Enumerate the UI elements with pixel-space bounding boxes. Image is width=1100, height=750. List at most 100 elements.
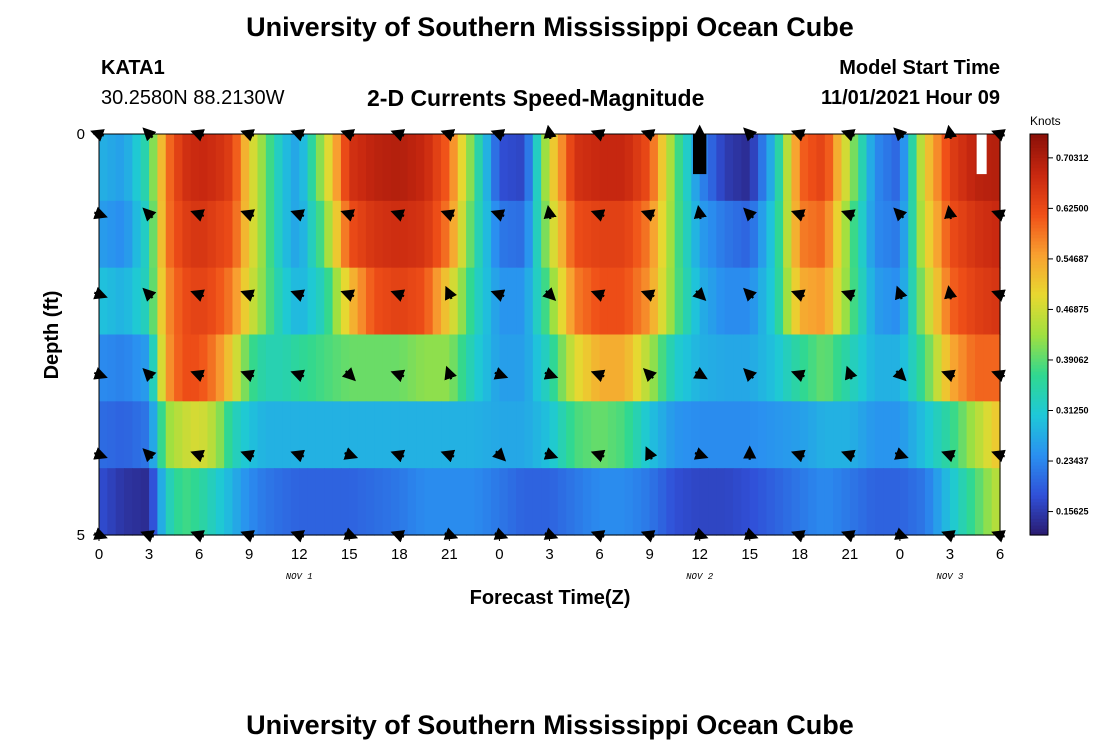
heatmap-cell — [149, 267, 158, 336]
colorbar-swatch — [1030, 170, 1048, 175]
current-vector — [941, 449, 956, 463]
colorbar-swatch — [1030, 254, 1048, 259]
heatmap-cell — [290, 334, 300, 402]
heatmap-cell — [649, 200, 659, 269]
heatmap-cell — [232, 401, 242, 469]
heatmap-cell — [299, 401, 309, 469]
colorbar-swatch — [1030, 134, 1048, 138]
current-vector — [440, 209, 456, 222]
heatmap-cell — [307, 401, 317, 469]
colorbar-swatch — [1030, 284, 1048, 289]
heatmap-cell — [140, 134, 150, 202]
colorbar-swatch — [1030, 414, 1048, 419]
heatmap-cell — [666, 401, 676, 469]
current-vector — [840, 449, 856, 463]
heatmap-cell — [991, 200, 1001, 269]
x-tick-label: 9 — [645, 546, 653, 563]
heatmap-cell — [282, 401, 292, 469]
heatmap-cell — [624, 401, 634, 469]
colorbar-swatch — [1030, 351, 1048, 356]
heatmap-cell — [232, 134, 242, 202]
heatmap-cell — [332, 334, 342, 402]
heatmap-cell — [482, 200, 492, 269]
heatmap-cell — [699, 267, 709, 336]
heatmap-cell — [849, 468, 859, 536]
heatmap-cell — [632, 334, 642, 402]
heatmap-cell — [908, 334, 918, 402]
heatmap-cell — [816, 200, 826, 269]
heatmap-cell — [891, 200, 901, 269]
heatmap-cell — [449, 267, 459, 336]
heatmap-cell — [841, 334, 851, 402]
heatmap-cell — [574, 267, 584, 336]
heatmap-cell — [799, 468, 809, 536]
colorbar-swatch — [1030, 508, 1048, 513]
heatmap-cell — [991, 468, 1001, 536]
heatmap-cell — [741, 267, 751, 336]
page-title: University of Southern Mississippi Ocean… — [246, 12, 854, 42]
heatmap-cell — [599, 267, 609, 336]
heatmap-cell — [549, 134, 559, 202]
heatmap-cell — [499, 134, 509, 202]
heatmap-cell — [566, 468, 576, 536]
heatmap-cell — [916, 468, 926, 536]
heatmap-cell — [708, 468, 717, 536]
heatmap-cell — [524, 334, 534, 402]
heatmap-cell — [324, 267, 334, 336]
heatmap-cell — [624, 468, 634, 536]
current-vector — [390, 369, 406, 383]
current-vector — [941, 369, 956, 383]
heatmap-cell — [474, 200, 484, 269]
heatmap-cell — [140, 267, 150, 336]
heatmap-cell — [507, 134, 517, 202]
colorbar-swatch — [1030, 307, 1048, 312]
heatmap-cell — [374, 200, 384, 269]
heatmap-cell — [257, 468, 267, 536]
heatmap-cell — [516, 401, 526, 469]
heatmap-cell — [841, 134, 851, 202]
heatmap-cell — [257, 334, 267, 402]
heatmap-cell — [874, 468, 884, 536]
heatmap-cell — [724, 334, 734, 402]
heatmap-cell — [407, 200, 417, 269]
heatmap-cell — [749, 267, 759, 336]
heatmap-cell — [874, 401, 884, 469]
colorbar-swatch — [1030, 387, 1048, 392]
heatmap-cell — [749, 200, 759, 269]
heatmap-cell — [290, 468, 300, 536]
heatmap-cell — [491, 401, 501, 469]
x-tick-label: 21 — [841, 546, 858, 563]
heatmap-cell — [290, 401, 300, 469]
heatmap-cell — [791, 334, 801, 402]
current-vector — [894, 285, 908, 301]
colorbar-swatch — [1030, 381, 1048, 386]
current-vector — [743, 287, 758, 302]
heatmap-cell — [991, 267, 1001, 336]
colorbar-swatch — [1030, 474, 1048, 479]
heatmap-cell — [224, 134, 234, 202]
heatmap-cell — [716, 267, 726, 336]
heatmap-cell — [783, 468, 793, 536]
heatmap-cell — [399, 200, 409, 269]
colorbar-tick-label: 0.70312 — [1056, 153, 1089, 163]
colorbar-swatch — [1030, 187, 1048, 192]
heatmap-cell — [332, 134, 342, 202]
heatmap-cell — [115, 468, 125, 536]
heatmap-cell — [357, 200, 367, 269]
heatmap-cell — [791, 468, 801, 536]
colorbar-swatch — [1030, 458, 1048, 463]
current-vector — [190, 369, 205, 383]
heatmap-cell — [741, 334, 751, 402]
heatmap-cell — [99, 334, 108, 402]
heatmap-cell — [399, 401, 409, 469]
heatmap-cell — [649, 267, 659, 336]
heatmap-cell — [599, 200, 609, 269]
heatmap-cell — [783, 267, 793, 336]
colorbar-swatch — [1030, 484, 1048, 489]
heatmap-cell — [274, 334, 284, 402]
heatmap-cell — [991, 134, 1001, 202]
heatmap-cell — [149, 401, 158, 469]
heatmap-cell — [307, 267, 317, 336]
heatmap-cell — [724, 468, 734, 536]
heatmap-cell — [374, 401, 384, 469]
